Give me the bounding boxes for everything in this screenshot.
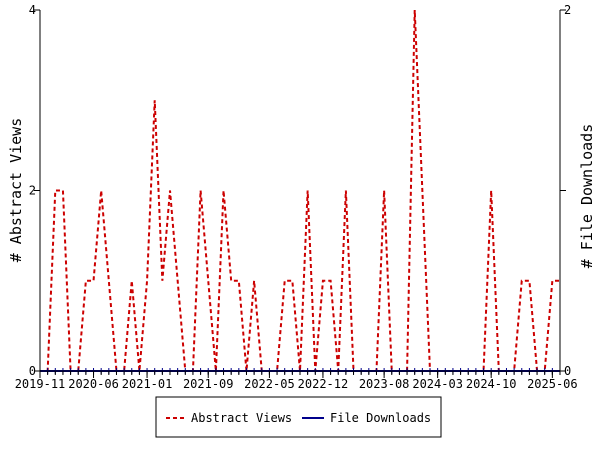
y-left-tick-label: 4 bbox=[29, 3, 36, 17]
axes-layer: 0 2 4 0 2 2019-11 2020-06 2021-01 2021-09 2022-05… bbox=[15, 3, 578, 391]
legend-label-file-downloads: File Downloads bbox=[330, 411, 431, 425]
y-axis-left-title: # Abstract Views bbox=[7, 118, 25, 263]
y-right-tick-label: 0 bbox=[564, 364, 571, 378]
x-tick-label: 2019-11 bbox=[15, 377, 66, 391]
x-tick-label: 2021-01 bbox=[122, 377, 173, 391]
y-left-tick-label: 2 bbox=[29, 184, 36, 198]
x-tick-label: 2024-03 bbox=[412, 377, 463, 391]
legend-box bbox=[155, 396, 442, 438]
x-tick-label: 2021-09 bbox=[183, 377, 234, 391]
y-left-tick-label: 0 bbox=[29, 364, 36, 378]
x-tick-label: 2022-05 bbox=[244, 377, 295, 391]
series-layer bbox=[39, 9, 561, 374]
y-right-tick-label: 2 bbox=[564, 3, 571, 17]
x-tick-label: 2020-06 bbox=[68, 377, 119, 391]
x-tick-label: 2024-10 bbox=[466, 377, 517, 391]
legend: Abstract Views File Downloads bbox=[155, 396, 442, 438]
series-line-abstract-views bbox=[40, 9, 560, 372]
legend-label-abstract-views: Abstract Views bbox=[191, 411, 292, 425]
x-tick-label: 2025-06 bbox=[527, 377, 578, 391]
y-axis-right-title: # File Downloads bbox=[578, 124, 596, 269]
x-tick-label: 2023-08 bbox=[359, 377, 410, 391]
x-tick-label: 2022-12 bbox=[298, 377, 349, 391]
